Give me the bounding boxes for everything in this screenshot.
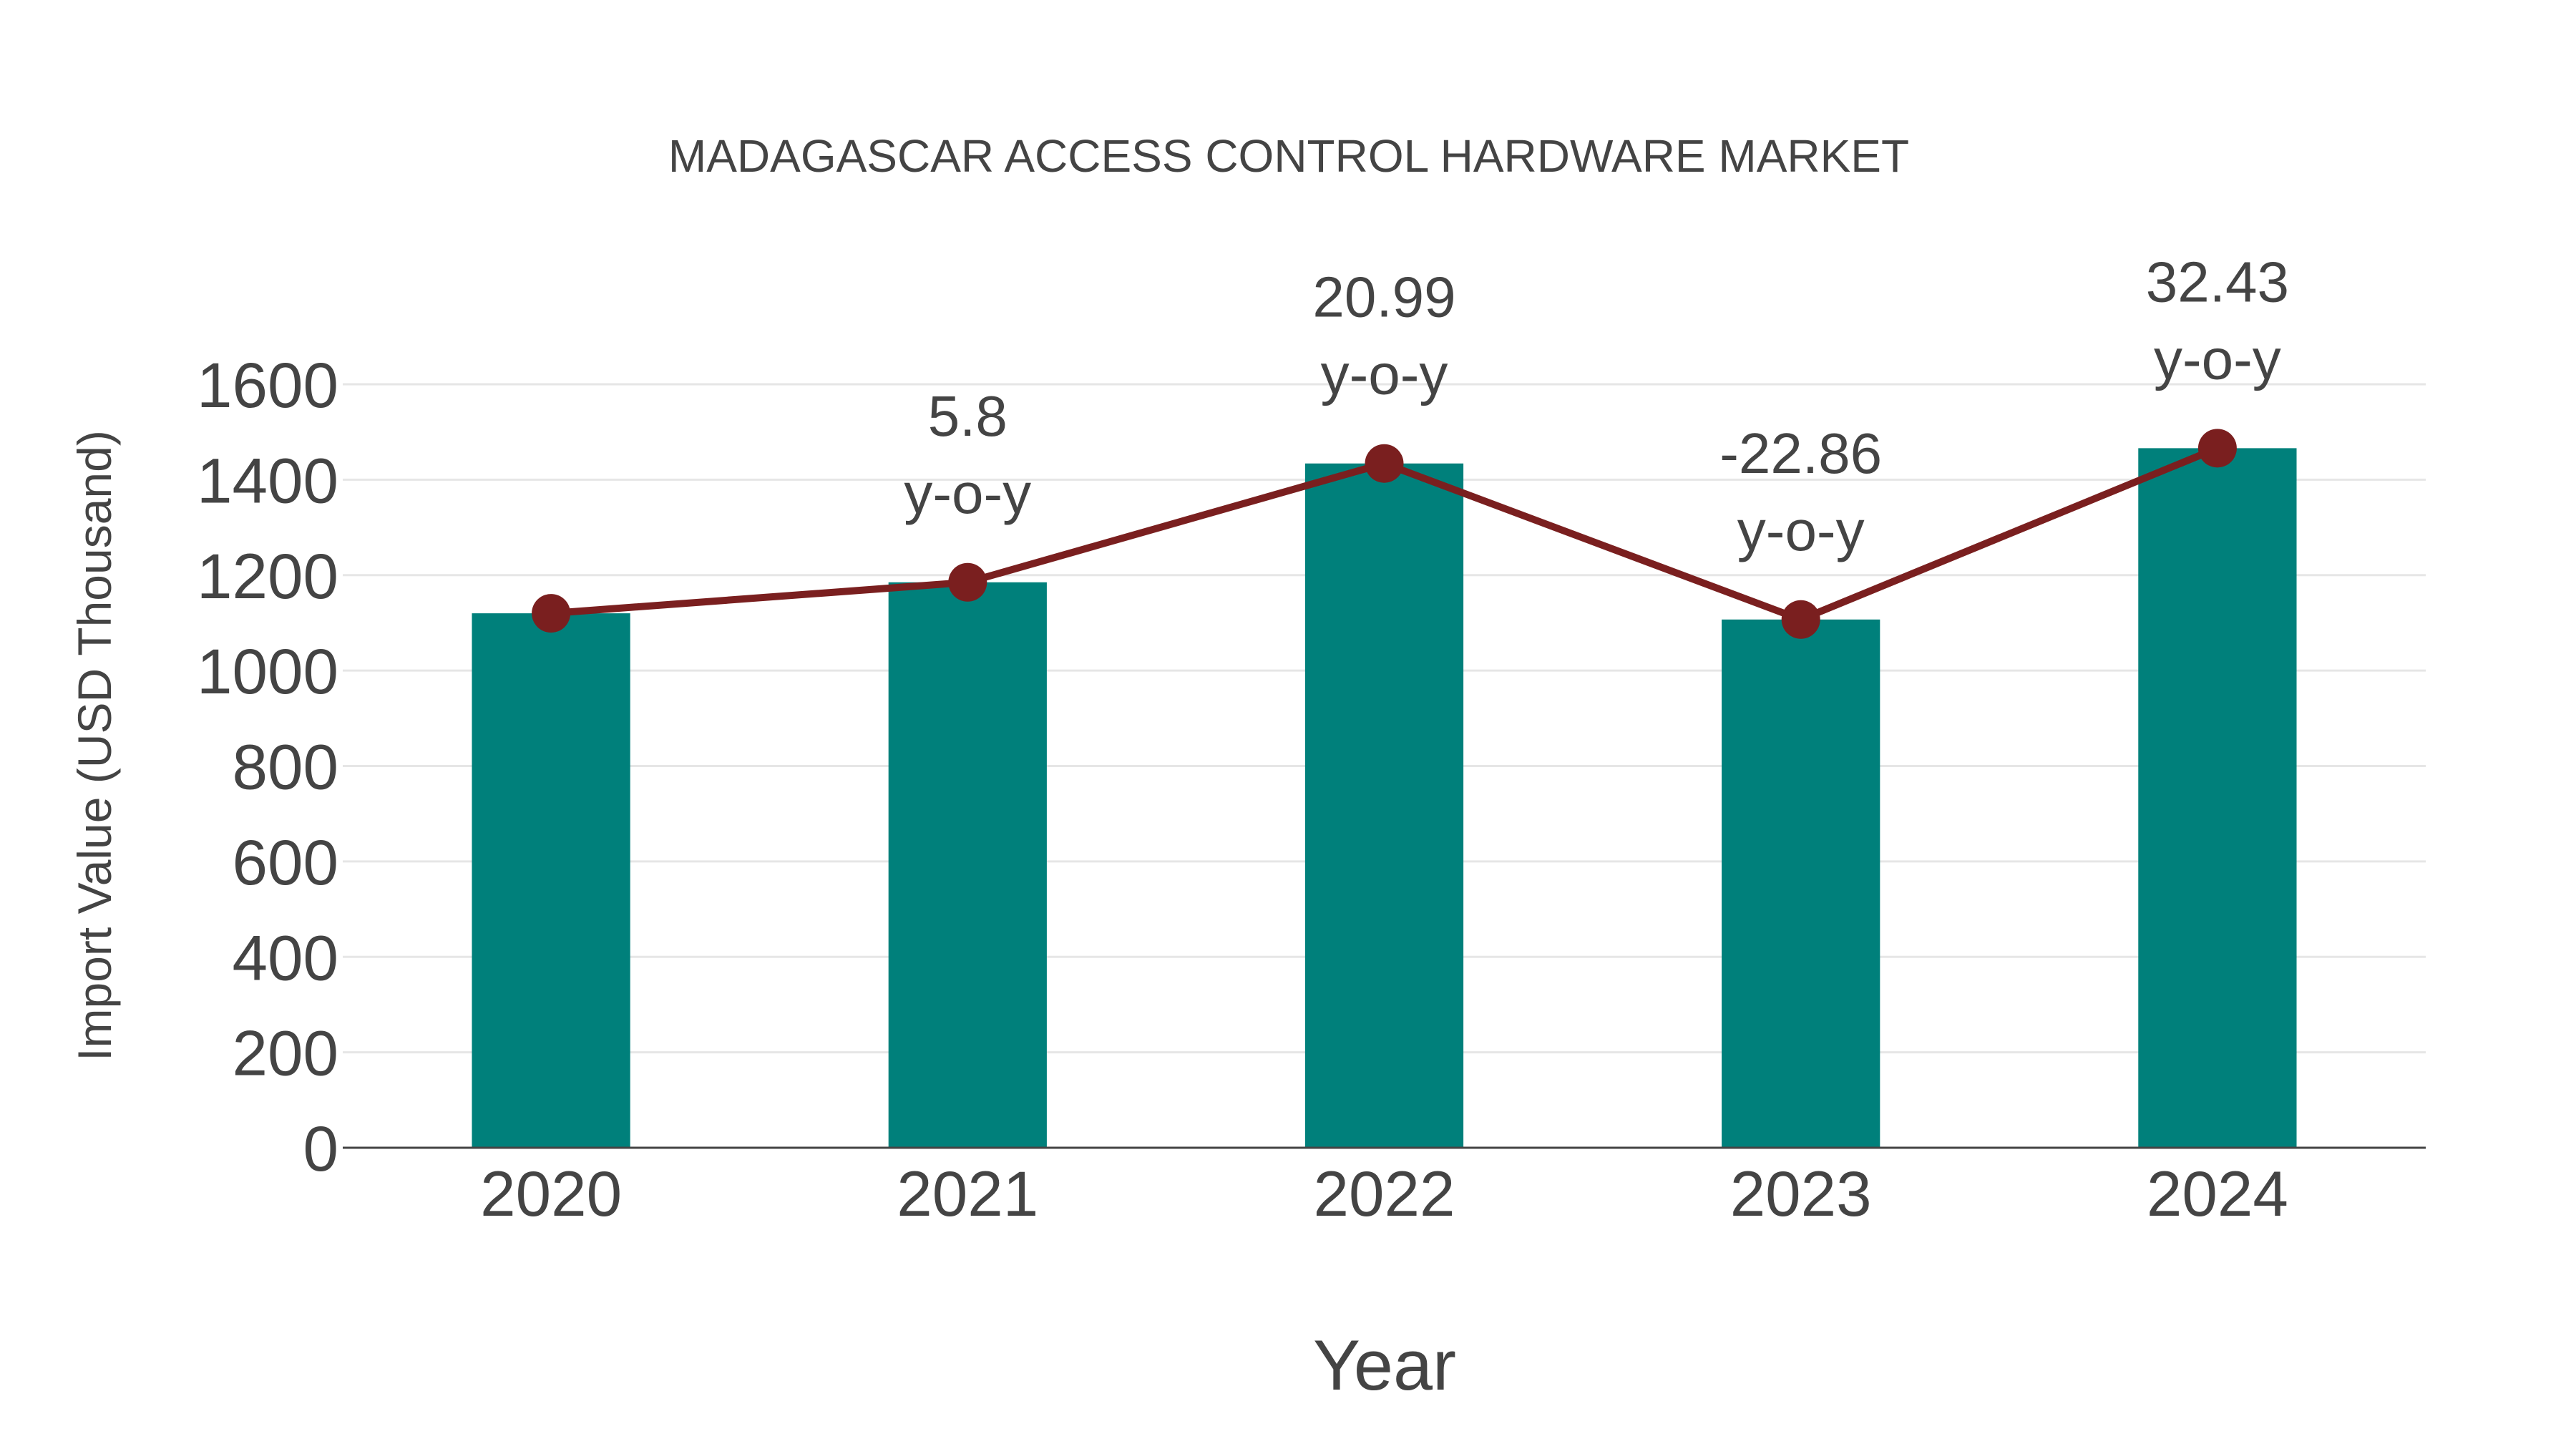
data-point-marker[interactable] xyxy=(1365,444,1404,483)
x-tick-label: 2020 xyxy=(480,1158,622,1229)
yoy-annotations: 5.8 y-o-y 20.99 y-o-y -22.86 y-o-y 32.43 y-o-y xyxy=(904,250,2289,562)
y-tick-label: 800 xyxy=(233,731,339,803)
y-tick-label: 1600 xyxy=(197,349,338,421)
bar-2023[interactable] xyxy=(1722,619,1880,1148)
x-tick-label: 2021 xyxy=(897,1158,1038,1229)
yoy-value-label: -22.86 xyxy=(1719,421,1882,485)
yoy-suffix-label: y-o-y xyxy=(904,462,1031,525)
yoy-suffix-label: y-o-y xyxy=(1737,499,1865,562)
bar-2021[interactable] xyxy=(888,582,1047,1148)
x-tick-label: 2024 xyxy=(2147,1158,2288,1229)
data-point-marker[interactable] xyxy=(1781,600,1820,639)
bar-2024[interactable] xyxy=(2138,448,2297,1148)
y-axis-title: Import Value (USD Thousand) xyxy=(68,430,121,1061)
x-tick-label: 2023 xyxy=(1730,1158,1872,1229)
y-tick-label: 1200 xyxy=(197,540,338,612)
yoy-suffix-label: y-o-y xyxy=(1321,343,1448,406)
bar-series xyxy=(472,448,2297,1148)
x-axis-title: Year xyxy=(1313,1325,1456,1405)
y-tick-label: 1000 xyxy=(197,635,338,707)
data-point-marker[interactable] xyxy=(532,594,571,633)
y-tick-label: 600 xyxy=(233,826,339,898)
y-axis-ticks: 0 200 400 600 800 1000 1200 1400 1600 xyxy=(197,349,338,1184)
line-series xyxy=(532,429,2237,639)
yoy-suffix-label: y-o-y xyxy=(2154,327,2281,391)
bar-2020[interactable] xyxy=(472,613,630,1148)
x-axis-ticks: 2020 2021 2022 2023 2024 xyxy=(480,1158,2288,1229)
yoy-value-label: 5.8 xyxy=(928,384,1008,448)
chart-title: MADAGASCAR ACCESS CONTROL HARDWARE MARKE… xyxy=(668,130,1909,182)
data-point-marker[interactable] xyxy=(948,562,987,602)
y-tick-label: 0 xyxy=(303,1113,339,1184)
yoy-value-label: 32.43 xyxy=(2146,250,2289,313)
y-tick-label: 400 xyxy=(233,922,339,993)
data-point-marker[interactable] xyxy=(2197,429,2237,468)
bar-2022[interactable] xyxy=(1304,463,1464,1148)
x-tick-label: 2022 xyxy=(1314,1158,1455,1229)
y-tick-label: 200 xyxy=(233,1018,339,1089)
yoy-value-label: 20.99 xyxy=(1312,265,1455,329)
y-tick-label: 1400 xyxy=(197,444,338,516)
